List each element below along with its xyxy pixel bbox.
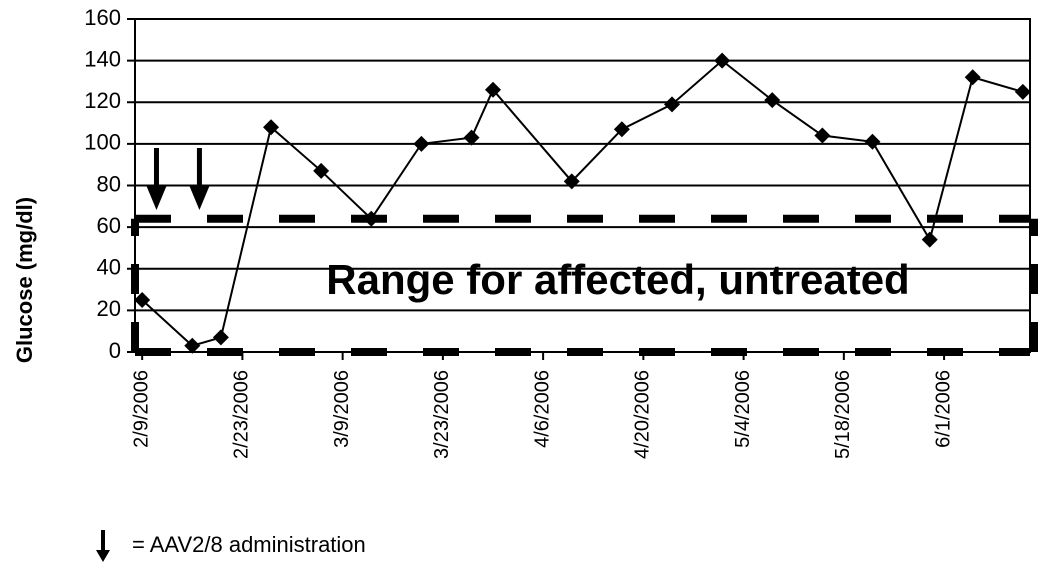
- data-point: [212, 329, 229, 346]
- administration-arrow: [189, 148, 210, 210]
- arrow-head: [189, 186, 210, 210]
- y-tick-label: 100: [84, 130, 121, 155]
- y-tick-label: 40: [97, 255, 121, 280]
- y-tick-label: 0: [109, 338, 121, 363]
- data-point: [134, 291, 151, 308]
- data-point: [964, 69, 981, 86]
- y-tick-label: 160: [84, 5, 121, 30]
- data-point: [563, 173, 580, 190]
- y-tick-label: 60: [97, 213, 121, 238]
- data-point: [814, 127, 831, 144]
- y-tick-label: 20: [97, 296, 121, 321]
- data-point: [664, 96, 680, 113]
- x-tick-label: 6/1/2006: [932, 370, 954, 448]
- data-point: [1014, 83, 1031, 100]
- x-tick-label: 5/18/2006: [832, 370, 854, 459]
- y-axis-title: Glucose (mg/dl): [12, 197, 37, 363]
- legend-arrow-head: [96, 550, 110, 562]
- x-tick-label: 2/9/2006: [130, 370, 152, 448]
- data-point: [413, 135, 430, 152]
- arrow-head: [146, 186, 167, 210]
- data-point: [184, 337, 201, 354]
- data-point: [363, 210, 380, 227]
- y-tick-label: 80: [97, 171, 121, 196]
- data-point: [864, 133, 881, 150]
- x-tick-label: 2/23/2006: [231, 370, 253, 459]
- legend: = AAV2/8 administration: [96, 530, 366, 562]
- administration-arrow: [146, 148, 167, 210]
- x-tick-label: 3/23/2006: [431, 370, 453, 459]
- data-point: [313, 162, 330, 179]
- x-tick-label: 5/4/2006: [732, 370, 754, 448]
- data-point: [463, 129, 480, 146]
- legend-text: = AAV2/8 administration: [132, 532, 366, 557]
- data-point: [921, 231, 938, 248]
- x-tick-label: 3/9/2006: [331, 370, 353, 448]
- data-point: [613, 121, 630, 138]
- y-tick-label: 120: [84, 88, 121, 113]
- data-point: [263, 119, 280, 136]
- range-label: Range for affected, untreated: [326, 256, 909, 303]
- data-point: [714, 52, 731, 69]
- y-tick-label: 140: [84, 46, 121, 71]
- x-tick-label: 4/6/2006: [531, 370, 553, 448]
- x-tick-label: 4/20/2006: [632, 370, 654, 459]
- data-point: [485, 81, 501, 98]
- data-point: [764, 92, 781, 109]
